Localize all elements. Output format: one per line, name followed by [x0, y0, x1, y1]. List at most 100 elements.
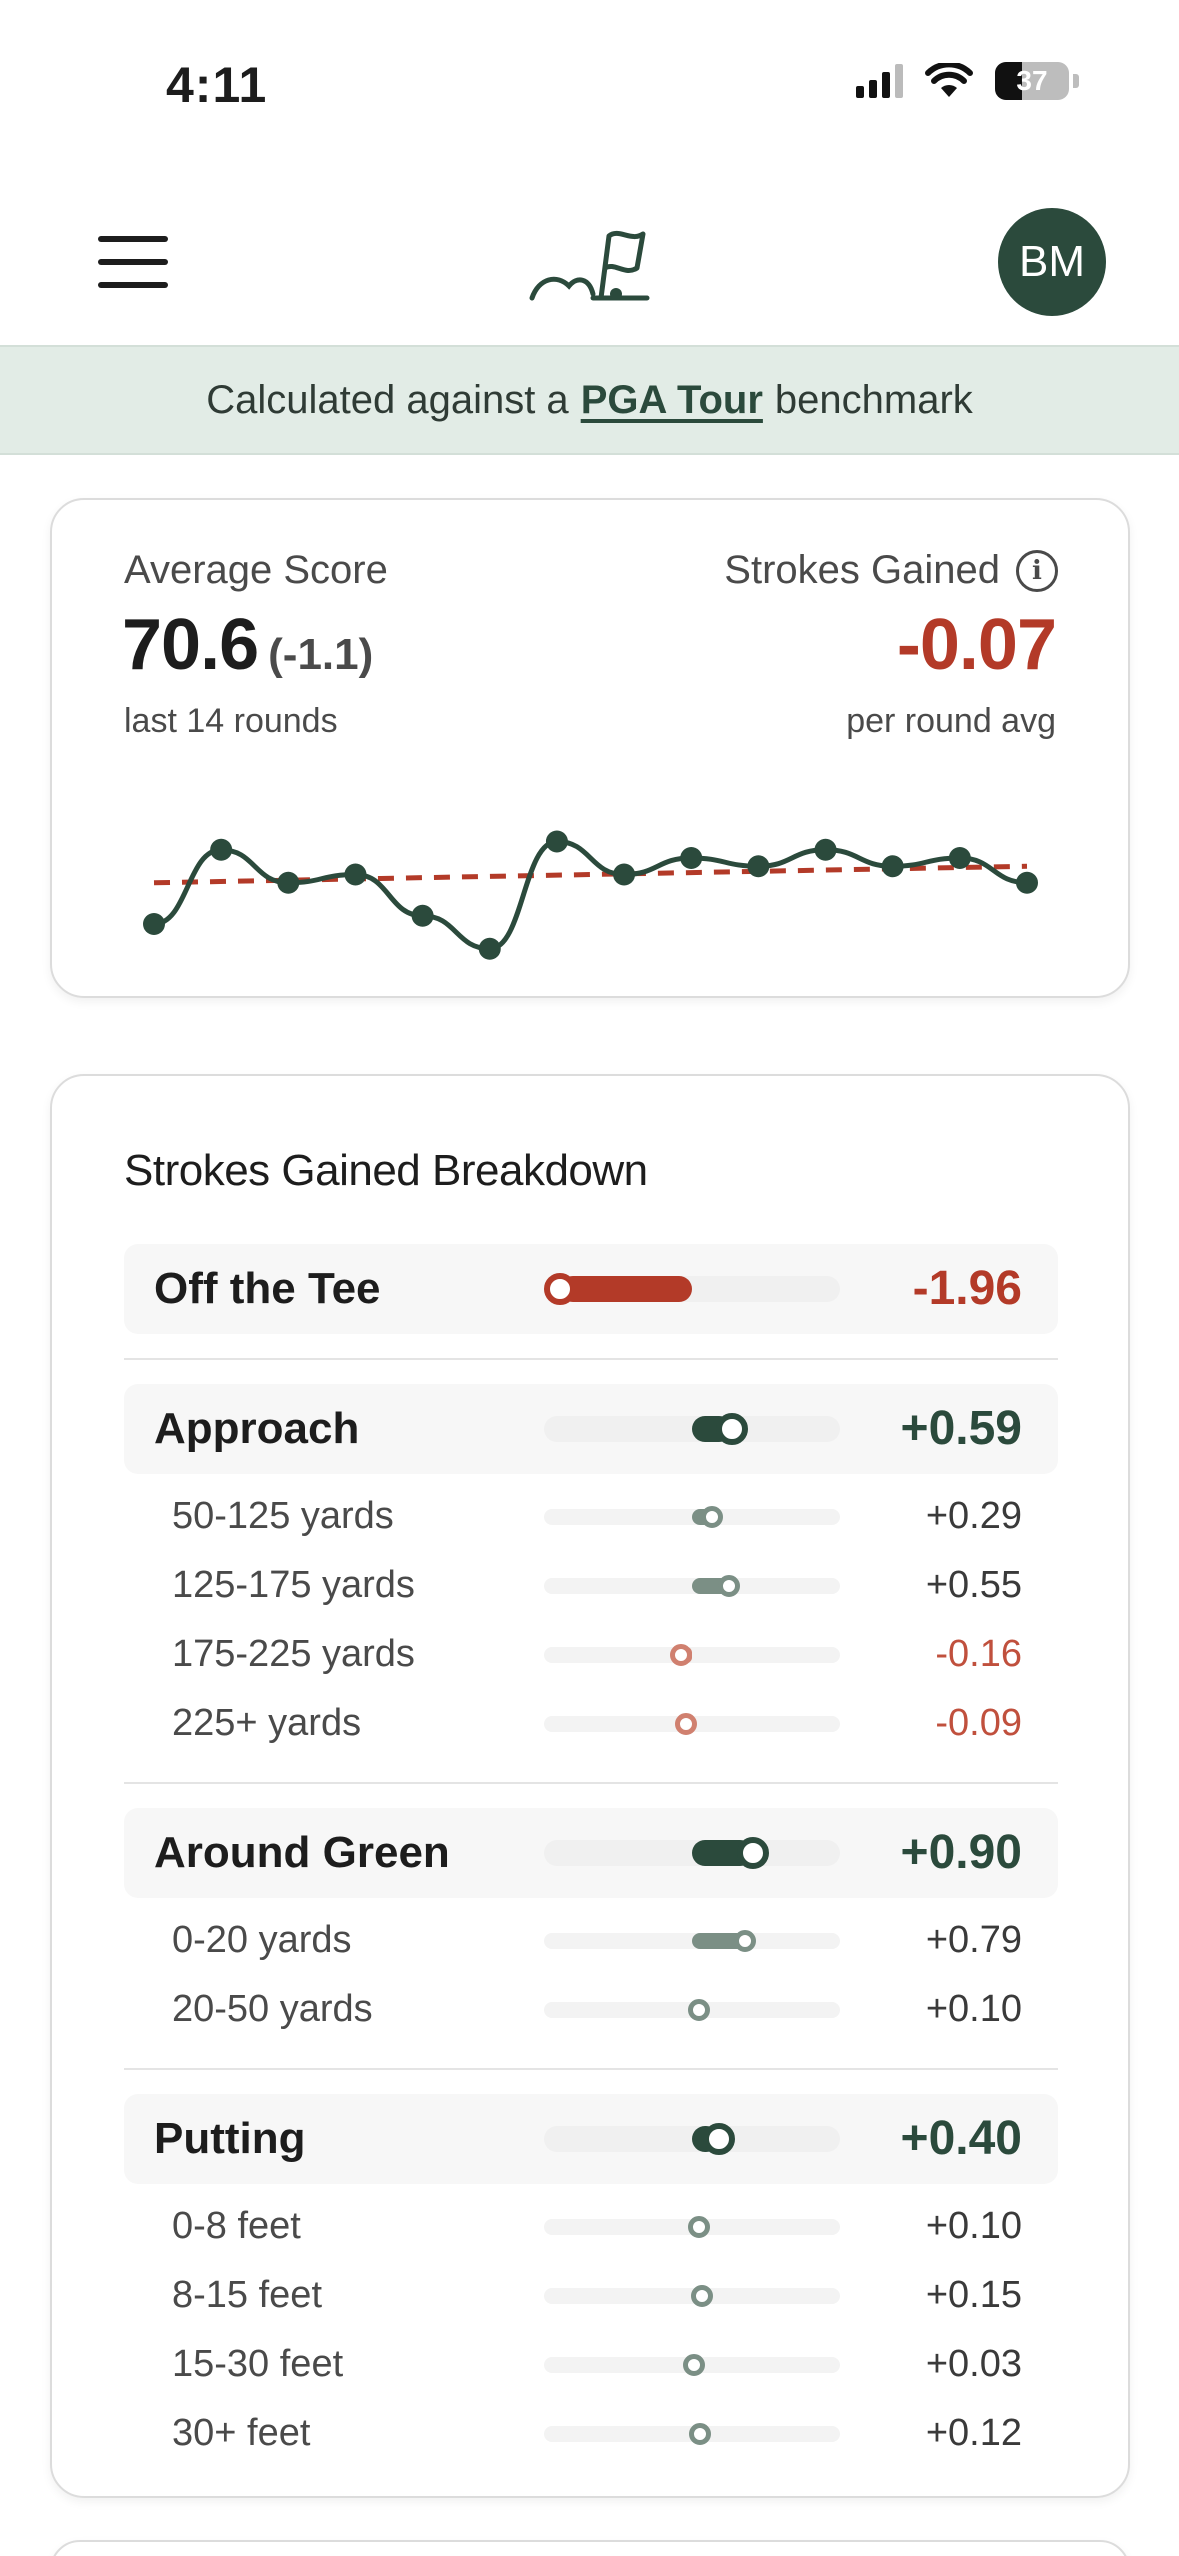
info-icon[interactable]: i — [1016, 549, 1058, 592]
app-header: BM — [0, 196, 1179, 346]
section-divider — [124, 2068, 1058, 2070]
category-name: Off the Tee — [154, 1264, 381, 1313]
average-score-number: 70.6 — [122, 605, 259, 685]
bar-end-marker — [715, 1413, 748, 1445]
category-value: -1.96 — [912, 1262, 1022, 1315]
status-icons: 37 — [856, 62, 1079, 100]
subcategory-bar-track — [544, 2284, 840, 2307]
strokes-gained-value: -0.07 — [896, 605, 1057, 685]
subcategory-row[interactable]: 20-50 yards +0.10 — [124, 1975, 1058, 2044]
subcategory-name: 0-20 yards — [172, 1919, 352, 1961]
subcategory-bar-track — [544, 1643, 840, 1666]
subcategory-name: 125-175 yards — [172, 1564, 415, 1606]
category-value: +0.40 — [900, 2112, 1022, 2165]
subcategory-name: 175-225 yards — [172, 1633, 415, 1675]
category-row[interactable]: Approach +0.59 — [124, 1384, 1058, 1474]
score-point — [143, 913, 165, 935]
subcategory-name: 225+ yards — [172, 1702, 362, 1744]
subcategory-bar-track — [544, 1574, 840, 1597]
subcategory-value: +0.55 — [925, 1564, 1022, 1606]
subcategory-row[interactable]: 30+ feet +0.12 — [124, 2399, 1058, 2468]
category-row[interactable]: Around Green +0.90 — [124, 1808, 1058, 1898]
subcategory-bar-track — [544, 1929, 840, 1952]
strokes-gained-bar — [692, 1932, 746, 1949]
golf-flag-logo-icon[interactable] — [527, 216, 657, 304]
breakdown-list: Off the Tee -1.96 Approach +0.59 50-125 yard… — [124, 1244, 1058, 2468]
category-row[interactable]: Putting +0.40 — [124, 2094, 1058, 2184]
subcategory-row[interactable]: 175-225 yards -0.16 — [124, 1620, 1058, 1689]
average-score-delta: (-1.1) — [268, 630, 374, 679]
benchmark-banner: Calculated against a PGA Tour benchmark — [0, 345, 1179, 455]
score-point — [277, 871, 300, 894]
subcategory-row[interactable]: 15-30 feet +0.03 — [124, 2330, 1058, 2399]
strokes-gained-bar — [560, 1276, 692, 1302]
banner-suffix: benchmark — [774, 377, 973, 422]
section-divider — [124, 1358, 1058, 1360]
score-point — [814, 838, 837, 861]
banner-prefix: Calculated against a — [206, 377, 569, 422]
subcategory-value: +0.12 — [925, 2412, 1022, 2454]
score-point — [210, 838, 233, 861]
bar-end-marker — [691, 2284, 714, 2307]
subcategory-value: -0.16 — [935, 1633, 1022, 1675]
score-point — [411, 904, 434, 927]
wifi-icon — [925, 63, 973, 97]
subcategory-value: +0.03 — [925, 2343, 1022, 2385]
category-name: Approach — [154, 1404, 360, 1453]
battery-level: 37 — [1016, 65, 1048, 96]
category-bar-track — [544, 2123, 840, 2155]
subcategory-row[interactable]: 125-175 yards +0.55 — [124, 1551, 1058, 1620]
score-trend-chart — [143, 830, 1038, 960]
subcategory-row[interactable]: 0-8 feet +0.10 — [124, 2192, 1058, 2261]
subcategory-name: 0-8 feet — [172, 2205, 301, 2247]
score-point — [344, 863, 367, 886]
subcategory-name: 15-30 feet — [172, 2343, 344, 2385]
bar-end-marker — [734, 1929, 757, 1952]
strokes-gained-label: Strokes Gained — [724, 548, 1000, 592]
score-point — [1016, 871, 1038, 894]
average-score-value: 70.6 (-1.1) — [122, 604, 373, 686]
bar-end-marker — [736, 1837, 769, 1869]
strokes-gained-header: Strokes Gained i — [724, 548, 1058, 593]
benchmark-link[interactable]: PGA Tour — [580, 377, 763, 422]
section-divider — [124, 1782, 1058, 1784]
category-name: Putting — [154, 2114, 306, 2163]
subcategory-bar-track — [544, 2353, 840, 2376]
bar-end-marker — [544, 1273, 577, 1305]
subcategory-value: -0.09 — [935, 1702, 1022, 1744]
user-avatar[interactable]: BM — [998, 208, 1106, 316]
bar-end-marker — [687, 2215, 710, 2238]
subcategory-value: +0.79 — [925, 1919, 1022, 1961]
subcategory-row[interactable]: 0-20 yards +0.79 — [124, 1906, 1058, 1975]
subcategory-name: 8-15 feet — [172, 2274, 322, 2316]
subcategory-row[interactable]: 50-125 yards +0.29 — [124, 1482, 1058, 1551]
subcategory-name: 30+ feet — [172, 2412, 311, 2454]
category-value: +0.90 — [900, 1826, 1022, 1879]
score-point — [881, 855, 904, 878]
score-point — [613, 863, 636, 886]
strokes-gained-breakdown-card: Strokes Gained Breakdown Off the Tee -1.9… — [50, 1074, 1130, 2498]
category-row[interactable]: Off the Tee -1.96 — [124, 1244, 1058, 1334]
category-name: Around Green — [154, 1828, 450, 1877]
average-score-label: Average Score — [124, 548, 388, 592]
strokes-gained-sublabel: per round avg — [846, 702, 1056, 740]
subcategory-bar-track — [544, 2215, 840, 2238]
subcategory-row[interactable]: 8-15 feet +0.15 — [124, 2261, 1058, 2330]
subcategory-bar-track — [544, 2422, 840, 2445]
cellular-signal-icon — [856, 64, 903, 98]
breakdown-title: Strokes Gained Breakdown — [124, 1146, 648, 1195]
bar-end-marker — [674, 1712, 697, 1735]
subcategory-row[interactable]: 225+ yards -0.09 — [124, 1689, 1058, 1758]
score-point — [747, 855, 770, 878]
hamburger-menu-icon[interactable] — [98, 236, 168, 288]
score-point — [478, 937, 501, 960]
status-time: 4:11 — [166, 57, 268, 113]
category-bar-track — [544, 1413, 840, 1445]
bar-end-marker — [700, 1505, 723, 1528]
category-bar-track — [544, 1837, 840, 1869]
battery-icon: 37 — [995, 62, 1069, 100]
subcategory-value: +0.10 — [925, 1988, 1022, 2030]
subcategory-bar-track — [544, 1998, 840, 2021]
summary-card[interactable]: Average Score 70.6 (-1.1) last 14 rounds … — [50, 498, 1130, 998]
rounds-count-label: last 14 rounds — [124, 702, 338, 740]
